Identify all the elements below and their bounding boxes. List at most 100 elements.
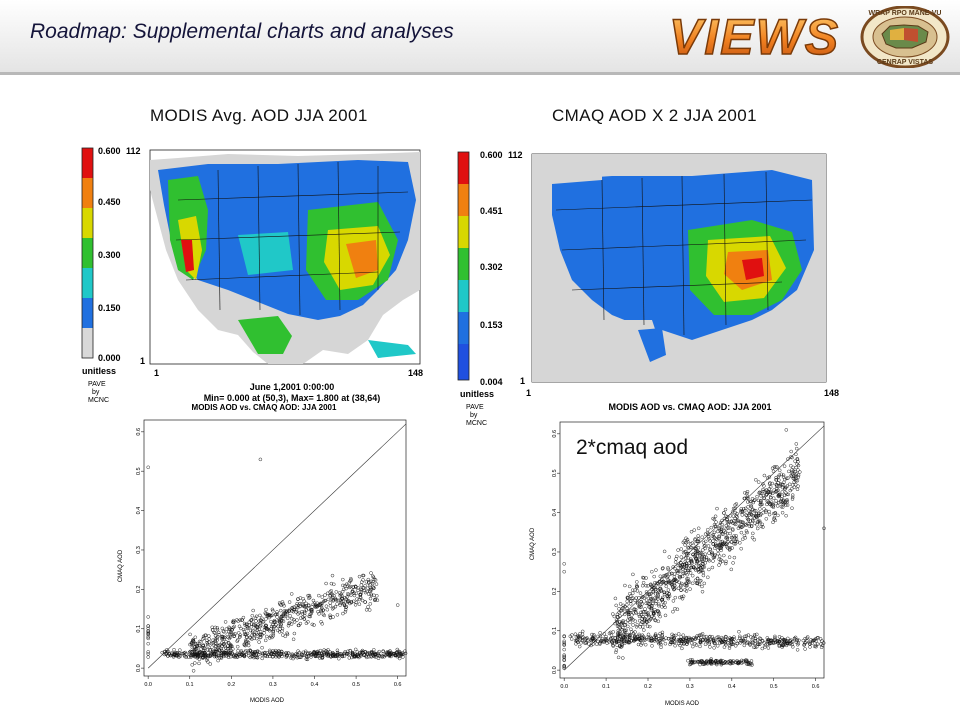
scatter-point [760,502,764,507]
scatter-point [763,645,767,649]
scatter-point [635,585,639,589]
scatter-point [771,520,775,525]
scatter-point [642,610,646,614]
scatter-point [622,632,626,636]
scatter-point [392,651,397,656]
y-tick-label: 0.5 [552,469,558,477]
scatter-point [206,660,210,664]
scatter-point [634,625,639,629]
scatter-point [784,513,788,518]
scatter-point [698,554,702,558]
scatter-point [625,603,629,607]
x-tick-label: 0.4 [311,682,319,688]
scatter-point [574,642,578,646]
scatter-point [307,614,311,619]
scatter-point [251,608,255,613]
scatter-point [701,570,706,575]
scatter-point [346,652,351,657]
scatter-point [231,625,236,630]
scatter-point [759,494,763,498]
scatter-point [650,569,654,574]
x-tick-label: 0.3 [686,684,694,690]
scatter-point [656,609,661,614]
y-axis-top: 112 [508,150,523,160]
scatter-point [643,637,648,642]
scatter-point [676,586,681,591]
x-tick-label: 0.5 [352,682,360,688]
y-tick-label: 0.6 [136,428,142,436]
scatter-point [714,658,718,663]
scatter-point [195,641,200,646]
scatter-point [647,592,651,597]
scatter-point [320,656,324,660]
scatter-point [292,620,297,624]
scatter-point [679,588,683,592]
scatter-point [308,595,312,600]
scatter-point [740,520,744,524]
scatter-point [767,641,772,646]
scatter-point [713,514,718,519]
scatter-point [359,588,364,592]
scatter-point [616,631,620,635]
scatter-point [317,593,321,598]
scatter-point [626,640,631,645]
scatter-point [655,581,659,585]
scatter-point [362,586,366,590]
scatter-point [648,617,653,622]
scatter-point [752,633,757,637]
scatter-point [750,638,754,643]
scatter-point [802,643,806,647]
scatter-point [231,647,235,651]
scatter-point [302,604,307,609]
scatter-point [686,545,690,550]
scatter-point [373,597,378,602]
scatter-point [748,499,752,504]
scatter-point [715,644,720,648]
scatter-point [643,607,647,611]
colorbar-tick: 0.451 [480,206,503,216]
y-tick-label: 0.3 [552,548,558,556]
scatter-point [287,621,291,626]
scatter-point [641,575,645,580]
scatter-point [789,638,793,642]
scatter-point [268,652,273,656]
scatter-point [271,627,276,631]
scatter-point [667,555,672,559]
scatter-point [787,641,792,645]
scatter-point [705,639,710,643]
scatter-point [673,606,677,611]
scatter-point [309,609,314,613]
scatter-point [680,562,685,567]
scatter-point [646,601,650,606]
scatter-point [591,642,595,646]
scatter-point [739,525,743,530]
scatter-point [716,551,720,556]
scatter-point [210,652,215,657]
scatter-point [684,635,688,640]
scatter-point [273,612,278,617]
scatter-point [300,602,304,606]
scatter-point [353,584,358,589]
scatter-point [254,653,259,658]
scatter-point [338,603,342,607]
scatter-point [258,457,263,462]
scatter-point [757,491,761,495]
scatter-point [232,634,237,638]
scatter-point [672,587,676,592]
scatter-point [676,638,681,642]
scatter-point [617,644,622,649]
scatter-point [724,536,728,540]
scatter-point [690,637,694,642]
scatter-point [353,647,358,652]
scatter-point [681,571,685,576]
scatter-point [781,475,786,479]
scatter-point [278,652,282,657]
scatter-point [738,519,742,524]
scatter-point [725,531,730,536]
scatter-point [229,654,233,659]
scatter-point [644,590,649,594]
scatter-point [707,537,711,541]
scatter-point [810,641,814,646]
scatter-point [819,642,823,646]
scatter-point [362,653,366,657]
